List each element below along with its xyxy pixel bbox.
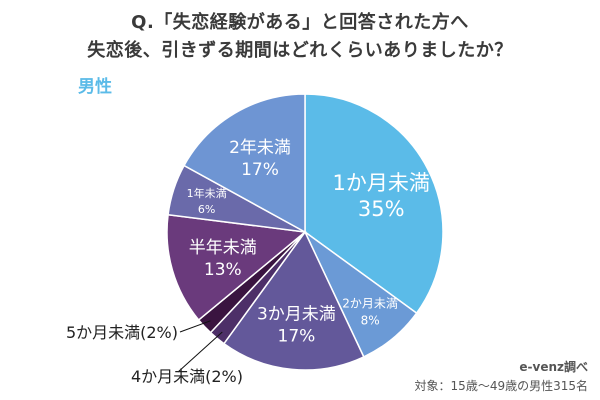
credit-line2: 対象：15歳〜49歳の男性315名	[414, 379, 588, 393]
slice-value-label: 35%	[358, 197, 405, 221]
pie-slice	[304, 93, 444, 315]
slice-label: 1年未満	[187, 186, 227, 200]
slice-value-label: 6%	[198, 203, 215, 216]
slice-value-label: 17%	[278, 327, 316, 347]
slice-value-label: 8%	[361, 314, 380, 328]
slice-value-label: 13%	[204, 260, 242, 280]
callout-label: 5か月未満(2%)	[66, 323, 178, 342]
slice-label: 2年未満	[229, 138, 291, 158]
slice-label: 半年未満	[189, 238, 257, 258]
slice-label: 1か月未満	[333, 171, 430, 195]
pie-slice	[222, 230, 365, 371]
callout-label: 4か月未満(2%)	[131, 367, 243, 386]
pie-slice	[183, 93, 306, 234]
slice-value-label: 17%	[241, 160, 279, 180]
callout-line	[177, 331, 223, 373]
group-label: 男性	[78, 77, 112, 97]
chart-title-line2: 失恋後、引きずる期間はどれくらいありましたか？	[87, 40, 513, 61]
chart-title-line1: Q.「失恋経験がある」と回答された方へ	[131, 12, 469, 33]
slice-label: 3か月未満	[257, 305, 336, 325]
credit-line1: e-venz調べ	[519, 360, 588, 374]
pie-slice	[166, 213, 307, 322]
slice-label: 2か月未満	[342, 297, 398, 311]
callout-line	[179, 320, 211, 333]
